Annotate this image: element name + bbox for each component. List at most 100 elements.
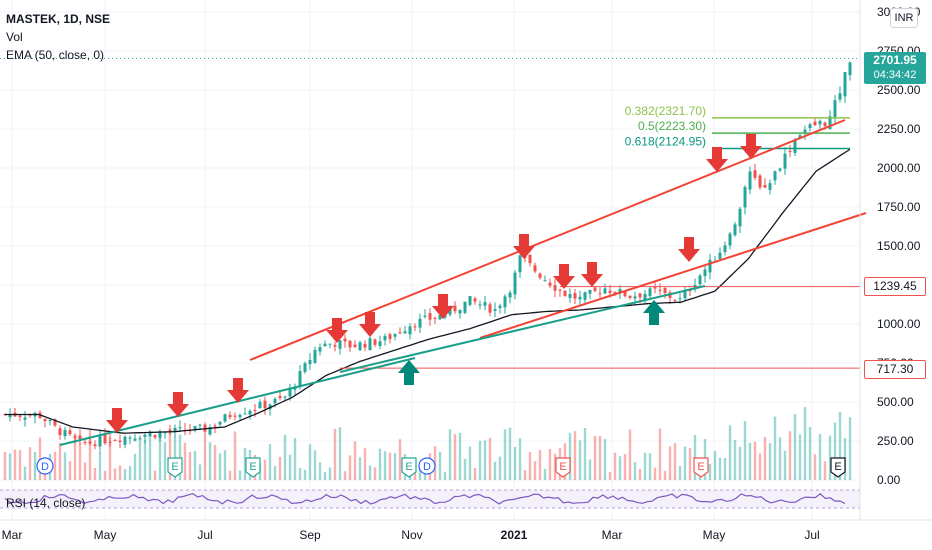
rsi-legend[interactable]: RSI (14, close)	[6, 496, 86, 510]
volume-bar	[88, 428, 92, 480]
trendline-red	[249, 119, 846, 361]
volume-bar	[418, 468, 422, 480]
candle-body	[703, 269, 707, 277]
candle-body	[573, 293, 577, 299]
candle-body	[28, 414, 32, 416]
candle-body	[218, 421, 222, 425]
volume-bar	[738, 446, 742, 480]
candle-body	[768, 183, 772, 190]
volume-bar	[803, 407, 807, 480]
volume-bar	[598, 435, 602, 480]
volume-bar	[268, 444, 272, 480]
symbol-legend[interactable]: MASTEK, 1D, NSE	[6, 12, 111, 26]
candle-body	[373, 339, 377, 345]
volume-bar	[298, 468, 302, 480]
y-tick-label: 0.00	[877, 473, 901, 487]
earnings-event-icon	[555, 457, 571, 478]
candle-body	[623, 291, 627, 297]
volume-bar	[153, 470, 157, 480]
candle-body	[753, 170, 757, 178]
volume-bar	[623, 454, 627, 480]
candle-body	[153, 435, 157, 438]
volume-legend[interactable]: Vol	[6, 30, 23, 44]
volume-bar	[608, 471, 612, 480]
volume-bar	[538, 450, 542, 480]
volume-bar	[748, 442, 752, 480]
candle-body	[518, 255, 522, 273]
volume-bar	[183, 442, 187, 480]
candle-body	[53, 419, 57, 426]
volume-bar	[273, 466, 277, 480]
x-tick-label: Jul	[804, 528, 819, 542]
volume-bar	[718, 457, 722, 480]
volume-bar	[838, 411, 842, 480]
volume-bar	[468, 446, 472, 480]
candle-body	[228, 414, 232, 418]
volume-bar	[503, 429, 507, 480]
candle-body	[778, 168, 782, 171]
candle-body	[43, 418, 47, 422]
volume-bar	[198, 464, 202, 480]
candle-body	[718, 252, 722, 259]
down-arrow-marker	[553, 264, 575, 289]
volume-bar	[338, 427, 342, 480]
candle-body	[253, 410, 257, 412]
volume-bar	[763, 436, 767, 480]
candle-body	[48, 420, 52, 422]
candle-body	[693, 284, 697, 290]
event-marker-label: E	[249, 461, 256, 473]
volume-bar	[283, 434, 287, 480]
candle-body	[363, 343, 367, 348]
currency-button[interactable]: INR	[890, 8, 918, 28]
candle-body	[108, 441, 112, 443]
candle-body	[123, 436, 127, 445]
down-arrow-marker	[581, 262, 603, 287]
candle-body	[243, 413, 247, 415]
volume-bar	[168, 428, 172, 480]
down-arrow-marker	[106, 408, 128, 433]
candle-body	[818, 120, 822, 125]
volume-bar	[18, 450, 22, 480]
volume-bar	[713, 450, 717, 480]
candle-body	[743, 187, 747, 208]
volume-bar	[363, 448, 367, 480]
volume-bar	[823, 461, 827, 480]
volume-bar	[758, 453, 762, 480]
volume-bar	[633, 462, 637, 480]
volume-bar	[683, 446, 687, 480]
candle-body	[733, 224, 737, 236]
candle-body	[483, 302, 487, 306]
y-tick-label: 500.00	[877, 395, 914, 409]
volume-bar	[743, 421, 747, 480]
down-arrow-marker	[706, 147, 728, 172]
candle-body	[23, 417, 27, 420]
dividend-event-icon	[418, 457, 436, 475]
fib-level-label: 0.618(2124.95)	[625, 135, 706, 149]
x-tick-label: Mar	[602, 528, 623, 542]
volume-bar	[483, 440, 487, 480]
candle-body	[358, 342, 362, 351]
candle-body	[648, 288, 652, 297]
candle-body	[343, 338, 347, 342]
candle-body	[613, 292, 617, 294]
volume-bar	[223, 450, 227, 480]
volume-bar	[303, 469, 307, 480]
candle-body	[493, 309, 497, 311]
volume-bar	[148, 432, 152, 480]
candle-body	[388, 334, 392, 340]
candle-body	[383, 335, 387, 341]
volume-bar	[678, 465, 682, 480]
volume-bar	[233, 431, 237, 480]
candle-body	[333, 344, 337, 347]
volume-bar	[208, 442, 212, 480]
ema-line	[5, 148, 851, 434]
candle-body	[423, 315, 427, 317]
level-tag-2: 717.30	[864, 360, 926, 379]
volume-bar	[668, 446, 672, 480]
ema-legend[interactable]: EMA (50, close, 0)	[6, 48, 105, 62]
earnings-event-icon	[693, 457, 709, 478]
volume-bar	[643, 452, 647, 480]
volume-bar	[78, 443, 82, 480]
trendline-green	[339, 285, 706, 373]
